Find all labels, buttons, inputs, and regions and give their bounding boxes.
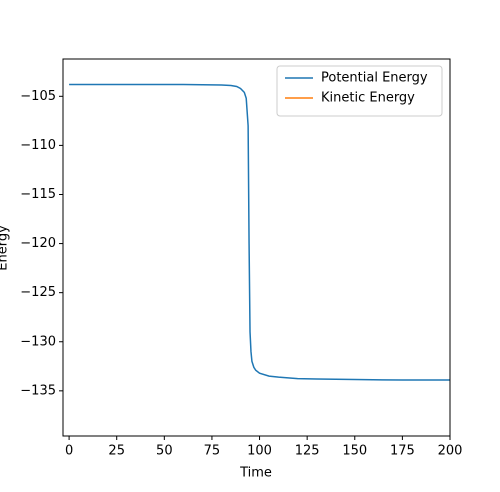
y-tick-label: −120	[20, 236, 56, 251]
legend-box	[276, 65, 443, 117]
x-tick-label: 25	[108, 444, 125, 459]
plot-frame	[62, 58, 451, 437]
x-tick-label: 200	[438, 444, 463, 459]
legend-label: Potential Energy	[321, 71, 428, 86]
y-tick-label: −115	[20, 187, 56, 202]
y-tick-label: −130	[20, 334, 56, 349]
y-tick-label: −135	[20, 383, 56, 398]
y-tick-label: −110	[20, 138, 56, 153]
y-tick-label: −125	[20, 285, 56, 300]
x-tick-label: 0	[65, 444, 73, 459]
x-tick-label: 150	[342, 444, 367, 459]
x-tick-label: 75	[204, 444, 221, 459]
x-tick-label: 125	[295, 444, 320, 459]
y-tick-label: −105	[20, 89, 56, 104]
line-series	[69, 83, 450, 381]
x-axis-label: Time	[239, 466, 272, 481]
x-tick-label: 50	[156, 444, 173, 459]
x-tick-label: 175	[390, 444, 415, 459]
x-tick-label: 100	[247, 444, 272, 459]
y-axis-label: Energy	[0, 225, 11, 271]
legend-label: Kinetic Energy	[321, 91, 415, 106]
